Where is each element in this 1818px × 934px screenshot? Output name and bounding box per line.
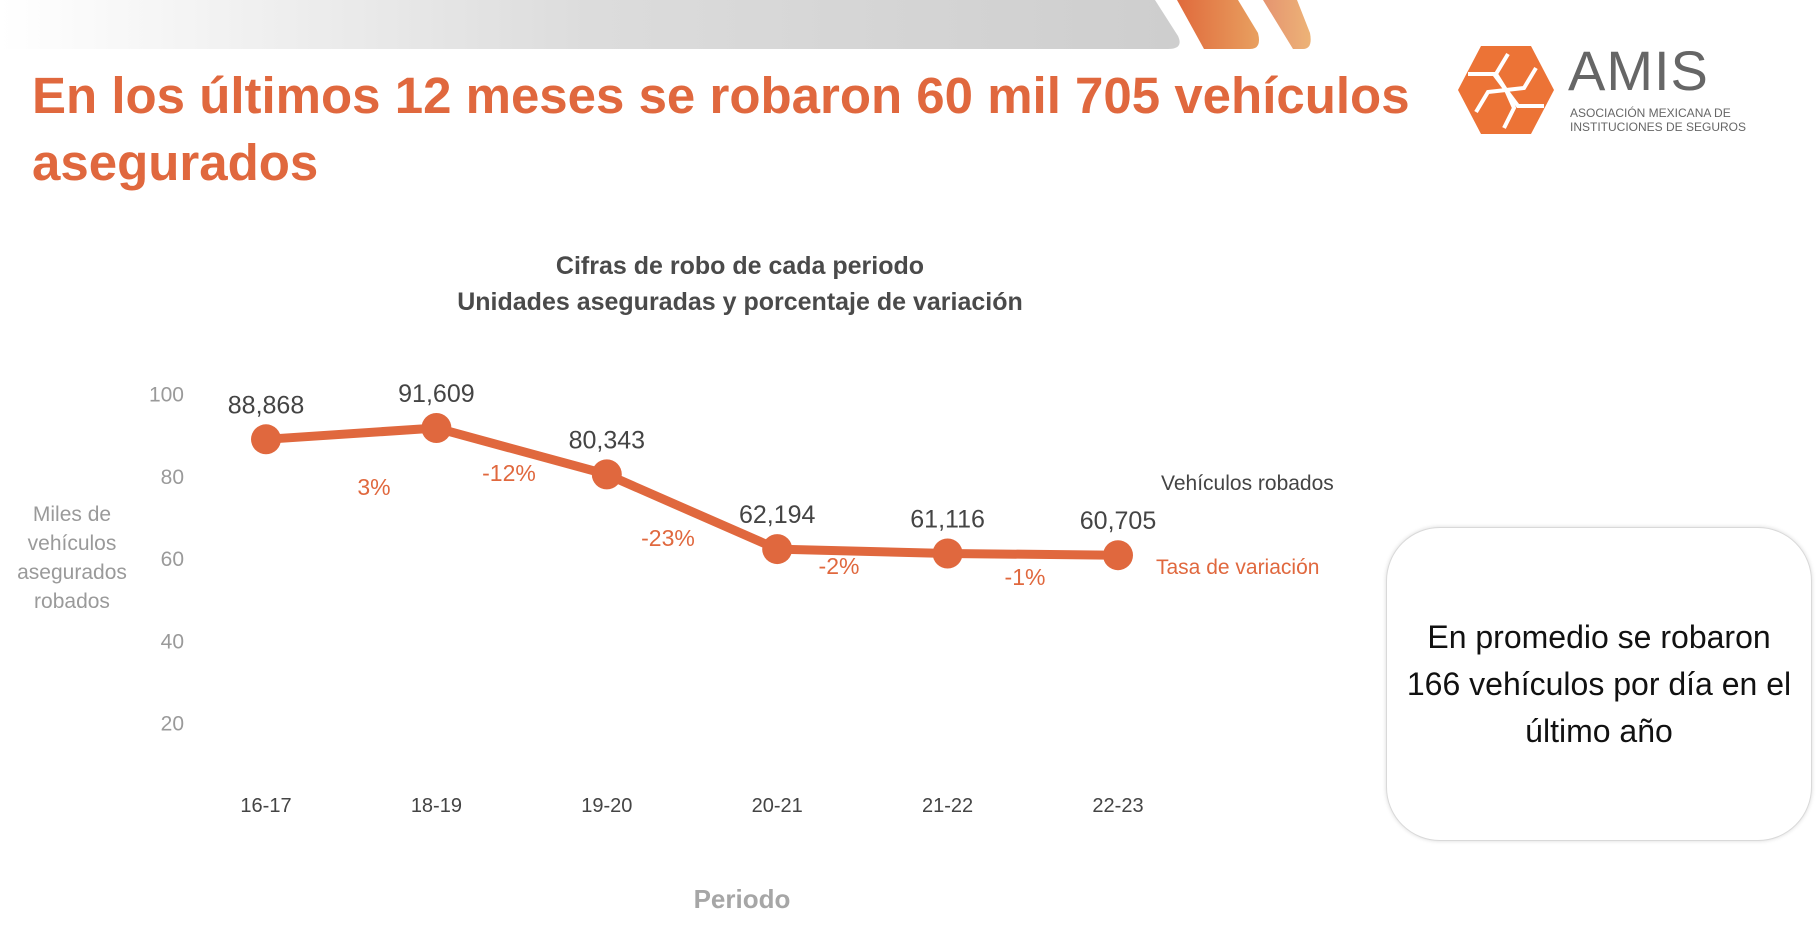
data-point [1103, 540, 1133, 571]
data-point [591, 459, 622, 490]
variation-label: -1% [1005, 564, 1046, 590]
y-tick-label: 100 [149, 384, 184, 407]
variation-label: -12% [482, 460, 536, 486]
slide-title: En los últimos 12 meses se robaron 60 mi… [32, 67, 1410, 191]
data-label: 62,194 [739, 501, 816, 529]
y-axis-title: Miles de vehículos asegurados robados [17, 503, 127, 613]
variation-label: 3% [357, 474, 390, 500]
logo-name: AMIS [1568, 39, 1709, 102]
chart-title: Cifras de robo de cada periodo [555, 252, 925, 280]
data-point [762, 534, 793, 565]
data-point [251, 424, 281, 455]
callout-text: En promedio se robaron 166 vehículos por… [1406, 618, 1792, 749]
x-tick-label: 19-20 [581, 795, 632, 817]
data-label: 61,116 [910, 506, 985, 534]
header-decoration [0, 0, 1311, 49]
legend-tasa-variacion: Tasa de variación [1156, 556, 1320, 579]
y-tick-label: 20 [161, 713, 184, 736]
x-tick-label: 16-17 [240, 795, 291, 817]
logo-subtitle: ASOCIACIÓN MEXICANA DE INSTITUCIONES DE … [1570, 106, 1746, 134]
data-point [932, 538, 963, 569]
callout-box: En promedio se robaron 166 vehículos por… [1386, 527, 1812, 841]
x-tick-label: 22-23 [1092, 795, 1143, 817]
chart-subtitle: Unidades aseguradas y porcentaje de vari… [457, 288, 1023, 316]
x-axis-title: Periodo [693, 884, 791, 914]
data-label: 88,868 [228, 391, 304, 419]
data-label: 80,343 [569, 426, 645, 454]
amis-logo-icon [1458, 46, 1554, 134]
amis-logo: AMIS ASOCIACIÓN MEXICANA DE INSTITUCIONE… [1456, 39, 1756, 144]
y-tick-label: 60 [161, 548, 184, 571]
data-label: 60,705 [1080, 507, 1156, 535]
x-tick-label: 20-21 [752, 795, 803, 817]
variation-label: -23% [641, 525, 695, 551]
x-tick-label: 18-19 [411, 795, 462, 817]
logo-subtitle-line1: ASOCIACIÓN MEXICANA DE [1570, 106, 1731, 120]
variation-label: -2% [819, 553, 860, 579]
y-tick-label: 40 [161, 630, 184, 653]
data-point [421, 413, 452, 444]
series-line-vehiculos-robados [265, 423, 1119, 560]
y-tick-label: 80 [161, 466, 184, 489]
legend-vehiculos-robados: Vehículos robados [1161, 472, 1334, 495]
logo-subtitle-line2: INSTITUCIONES DE SEGUROS [1570, 120, 1747, 134]
x-tick-label: 21-22 [922, 795, 973, 817]
data-label: 91,609 [398, 380, 474, 408]
